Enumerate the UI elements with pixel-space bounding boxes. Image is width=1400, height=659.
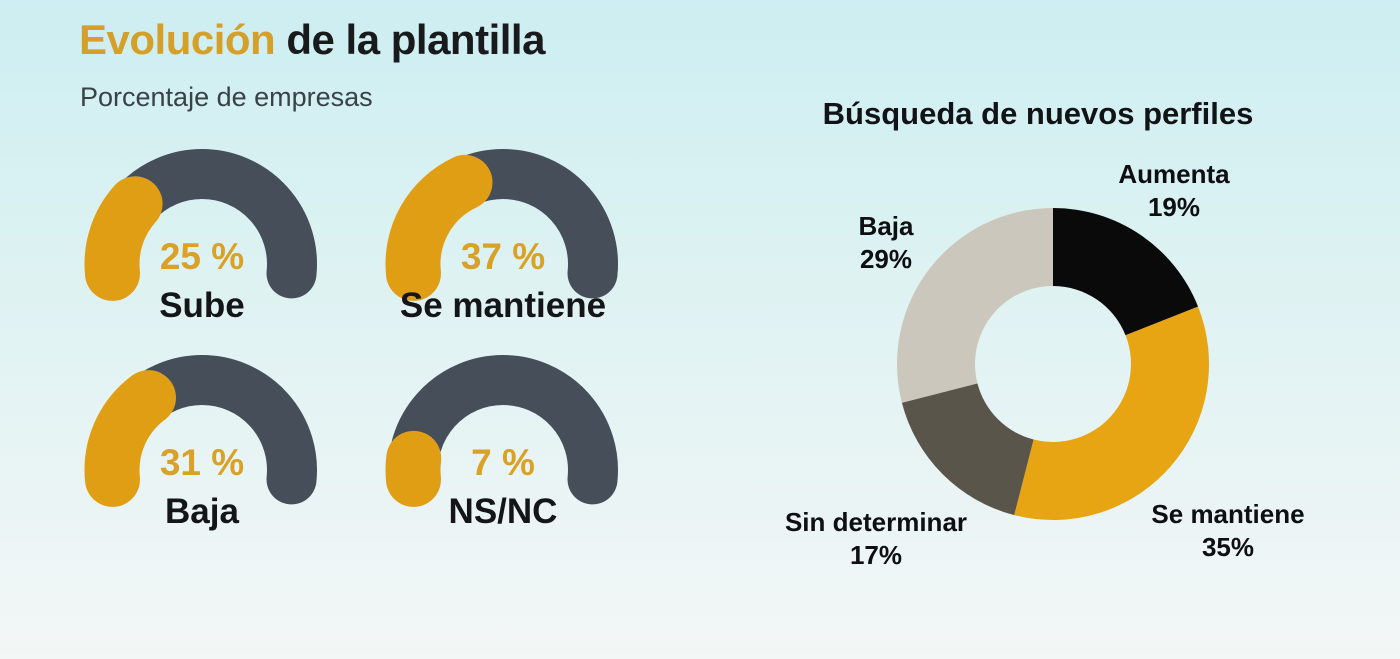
gauge-sube-label: Sube [159, 286, 245, 325]
pie-label-se-mantiene-value: 35% [1201, 531, 1255, 562]
pie-label-sin-determinar: Sin determinar 17% [785, 506, 967, 571]
gauge-se-mantiene: 37 % Se mantiene [373, 146, 633, 351]
gauge-se-mantiene-arc [385, 149, 618, 301]
donut-chart [896, 208, 1210, 521]
pie-label-se-mantiene: Se mantiene 35% [1151, 498, 1304, 563]
gauge-baja-value: 31 % [159, 442, 245, 483]
gauge-se-mantiene-value: 37 % [460, 236, 546, 277]
donut-segment-baja [896, 208, 1053, 403]
pie-label-se-mantiene-name: Se mantiene [1151, 499, 1305, 529]
pie-label-sin-determinar-value: 17% [849, 539, 903, 570]
gauge-sube-arc [84, 149, 317, 301]
gauge-baja-arc [84, 355, 317, 507]
gauge-nsnc: 7 % NS/NC [373, 352, 633, 557]
donut-segment-se-mantiene [1014, 306, 1210, 521]
pie-label-aumenta: Aumenta 19% [1118, 158, 1229, 223]
pie-label-aumenta-value: 19% [1147, 191, 1201, 222]
page-title-accent: Evolución [79, 16, 276, 63]
gauge-sube: 25 % Sube [72, 146, 332, 351]
pie-label-baja-value: 29% [859, 243, 913, 274]
gauge-value-arc [84, 370, 176, 507]
donut-chart-title: Búsqueda de nuevos perfiles [822, 96, 1254, 131]
gauge-baja-label: Baja [165, 492, 239, 531]
page-title-rest: de la plantilla [275, 16, 545, 63]
pie-label-baja: Baja 29% [859, 210, 914, 275]
gauge-baja: 31 % Baja [72, 352, 332, 557]
page-title: Evolución de la plantilla [79, 16, 545, 64]
pie-label-baja-name: Baja [858, 211, 914, 241]
pie-label-sin-determinar-name: Sin determinar [784, 507, 968, 537]
gauge-nsnc-label: NS/NC [448, 492, 558, 531]
gauge-value-arc [84, 176, 163, 301]
donut-segment-aumenta [1053, 208, 1199, 336]
gauge-sube-value: 25 % [159, 236, 245, 277]
donut-segment-sin-determinar [901, 383, 1034, 516]
page-subtitle: Porcentaje de empresas [80, 82, 373, 112]
pie-label-aumenta-name: Aumenta [1118, 159, 1230, 189]
gauge-nsnc-arc [385, 355, 618, 507]
gauge-se-mantiene-label: Se mantiene [399, 286, 607, 325]
gauge-value-arc [385, 430, 442, 507]
gauge-nsnc-value: 7 % [471, 442, 535, 483]
gauge-value-arc [385, 154, 493, 301]
